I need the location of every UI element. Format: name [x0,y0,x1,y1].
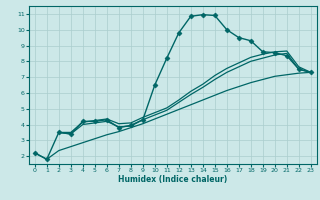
X-axis label: Humidex (Indice chaleur): Humidex (Indice chaleur) [118,175,228,184]
